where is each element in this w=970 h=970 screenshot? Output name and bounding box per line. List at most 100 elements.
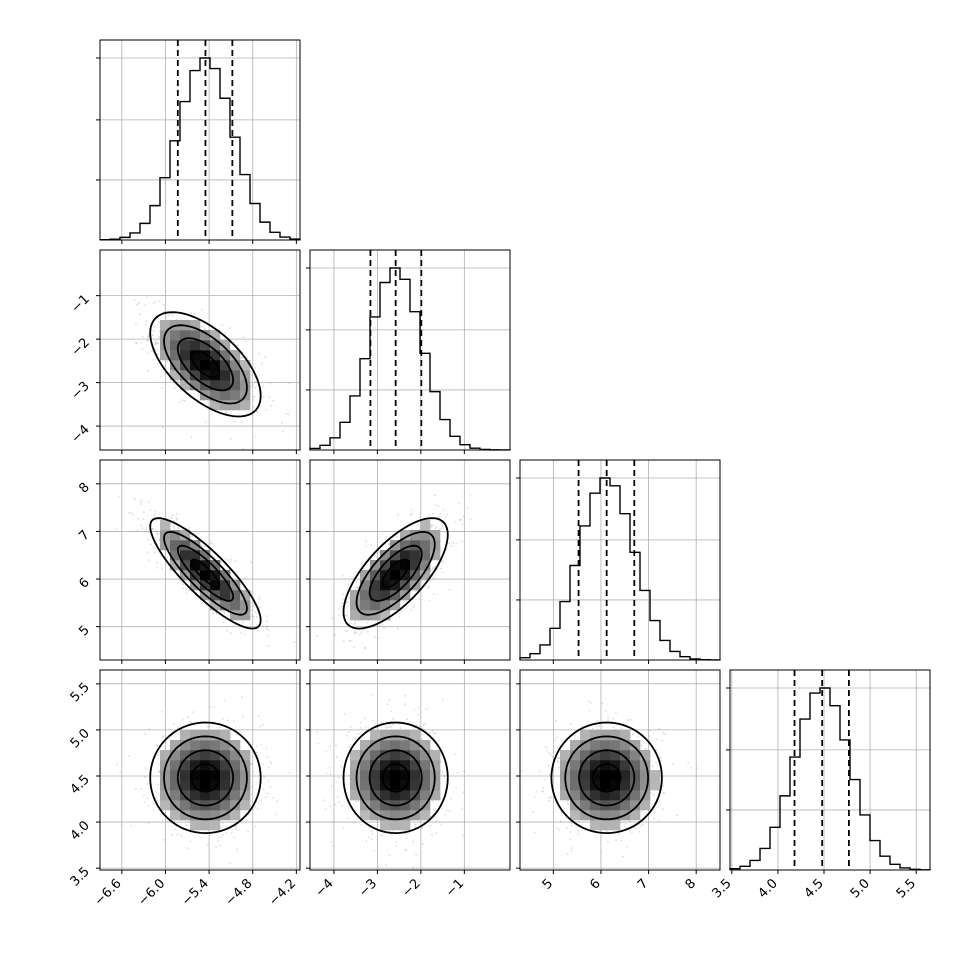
scatter-point	[146, 797, 149, 800]
scatter-point	[144, 732, 147, 735]
scatter-point	[226, 629, 229, 632]
scatter-point	[615, 839, 617, 842]
density-cell	[380, 580, 391, 591]
contour-line	[163, 530, 248, 616]
density-cell	[200, 580, 211, 591]
scatter-point	[602, 725, 604, 728]
scatter-point	[118, 495, 120, 498]
scatter-point	[574, 735, 576, 737]
density-cell	[390, 570, 401, 581]
density-cell	[200, 570, 211, 581]
scatter-point	[147, 335, 150, 338]
scatter-point	[357, 800, 360, 803]
scatter-point	[146, 296, 149, 298]
density-cell	[610, 740, 621, 751]
density-cell	[230, 780, 241, 791]
density-cell	[210, 370, 221, 381]
density-cell	[420, 740, 431, 751]
scatter-point	[444, 813, 446, 816]
density-cell	[400, 750, 411, 761]
scatter-point	[265, 796, 267, 799]
scatter-point	[640, 825, 642, 827]
scatter-point	[370, 543, 373, 546]
scatter-point	[355, 586, 358, 589]
density-cell	[390, 770, 401, 781]
density-cell	[410, 780, 421, 791]
density-cell	[180, 540, 191, 551]
density-cell	[360, 770, 371, 781]
scatter-point	[215, 557, 217, 560]
scatter-point	[222, 610, 225, 613]
scatter-point	[385, 536, 387, 538]
density-cell	[410, 530, 421, 541]
scatter-point	[258, 596, 261, 598]
density-cell	[580, 760, 591, 771]
scatter-point	[448, 589, 451, 591]
scatter-point	[347, 584, 350, 586]
scatter-point	[552, 751, 555, 754]
scatter-point	[428, 514, 431, 517]
scatter-point	[399, 727, 402, 729]
scatter-point	[405, 848, 407, 851]
scatter-point	[185, 592, 188, 594]
scatter-point	[629, 829, 631, 832]
scatter-point	[438, 739, 441, 742]
density-cell	[240, 770, 251, 781]
density-cell	[600, 730, 611, 741]
density-cell	[190, 330, 201, 341]
y-tick-label: 5.0	[68, 726, 93, 751]
density-cell	[200, 350, 211, 361]
scatter-point	[255, 616, 258, 618]
scatter-point	[257, 770, 260, 772]
density-cell	[170, 780, 181, 791]
density-cell	[230, 800, 241, 811]
scatter-point	[266, 634, 269, 637]
scatter-point	[354, 622, 357, 625]
x-tick-label: −6.6	[92, 876, 125, 909]
scatter-point	[166, 820, 169, 823]
scatter-point	[155, 530, 158, 533]
scatter-point	[219, 844, 221, 847]
scatter-point	[432, 567, 434, 569]
scatter-point	[461, 523, 464, 526]
scatter-point	[210, 542, 213, 545]
density-cell	[430, 760, 441, 771]
scatter-point	[636, 735, 639, 737]
scatter-point	[171, 314, 174, 317]
scatter-point	[254, 435, 257, 438]
density-cell	[410, 770, 421, 781]
density-cell	[400, 550, 411, 561]
scatter-point	[204, 327, 206, 330]
scatter-point	[335, 781, 338, 783]
scatter-point	[154, 300, 157, 303]
scatter-point	[556, 760, 559, 762]
density-cell	[190, 770, 201, 781]
scatter-point	[190, 538, 193, 540]
scatter-point	[241, 696, 243, 699]
histogram-panel-1	[306, 249, 511, 454]
scatter-point	[372, 719, 375, 722]
scatter-point	[166, 556, 169, 559]
scatter-point	[435, 504, 438, 506]
scatter-point	[235, 824, 238, 827]
scatter-point	[354, 737, 357, 740]
density-cell	[230, 770, 241, 781]
scatter-point	[252, 406, 255, 408]
density-cell	[370, 760, 381, 771]
density-cell	[210, 770, 221, 781]
density-cell	[610, 750, 621, 761]
density-cell	[160, 520, 171, 531]
contour-line	[163, 324, 248, 405]
scatter-point	[420, 827, 423, 830]
scatter-point	[550, 796, 552, 798]
scatter-point	[144, 776, 146, 778]
density-cell	[230, 790, 241, 801]
density-cell	[190, 380, 201, 391]
density-cell	[390, 730, 401, 741]
density-cell	[640, 750, 651, 761]
scatter-point	[622, 856, 624, 858]
density-cell	[590, 760, 601, 771]
scatter-point	[182, 718, 185, 721]
x-tick-label: −3	[356, 876, 380, 900]
x-tick-label: 8	[683, 876, 699, 892]
